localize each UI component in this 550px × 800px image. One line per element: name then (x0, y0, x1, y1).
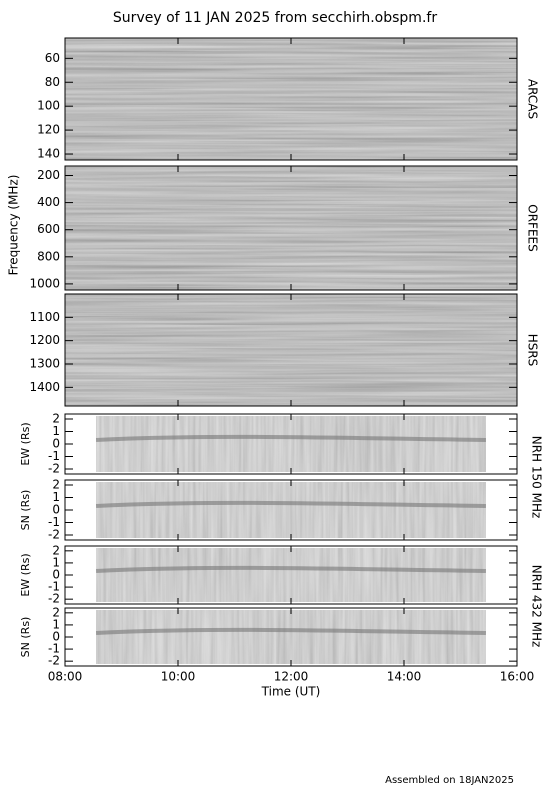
y-tick-label: -2 (48, 654, 60, 668)
y-tick-label: 80 (45, 75, 60, 89)
image-texture (96, 548, 486, 602)
y-tick-label: 140 (37, 147, 60, 161)
y-tick-label: 1 (52, 555, 60, 569)
y-tick-label: 800 (37, 249, 60, 263)
source-trace (95, 565, 486, 573)
source-trace (95, 434, 486, 442)
panel-label: ORFEES (526, 204, 540, 251)
x-tick-label: 10:00 (161, 670, 196, 684)
y-tick-label: 0 (52, 503, 60, 517)
y-tick-label: 1 (52, 617, 60, 631)
x-tick-label: 12:00 (274, 670, 309, 684)
y-tick-label: 200 (37, 168, 60, 182)
image-texture (96, 610, 486, 664)
x-tick-label: 16:00 (500, 670, 535, 684)
y-tick-label: 1000 (29, 276, 60, 290)
y-label: EW (Rs) (19, 422, 32, 465)
x-label: Time (UT) (261, 685, 321, 699)
title: Survey of 11 JAN 2025 from secchirh.obsp… (113, 10, 437, 26)
y-tick-label: 1400 (29, 380, 60, 394)
y-tick-label: 1 (52, 424, 60, 438)
y-tick-label: 0 (52, 437, 60, 451)
footer: Assembled on 18JAN2025 (385, 775, 514, 786)
source-trace (95, 627, 486, 635)
y-tick-label: -1 (48, 580, 60, 594)
image-texture (96, 416, 486, 472)
y-tick-label: 1 (52, 490, 60, 504)
y-tick-label: -2 (48, 528, 60, 542)
y-label: EW (Rs) (19, 553, 32, 596)
y-tick-label: 1300 (29, 357, 60, 371)
y-tick-label: -1 (48, 449, 60, 463)
x-tick-label: 14:00 (387, 670, 422, 684)
source-trace (95, 500, 486, 508)
y-tick-label: 60 (45, 51, 60, 65)
receiver-label: NRH 432 MHz (530, 565, 544, 648)
y-tick-label: 2 (52, 605, 60, 619)
frequency-label: Frequency (MHz) (7, 175, 21, 276)
spectrogram-texture (65, 38, 517, 160)
x-tick-label: 08:00 (48, 670, 83, 684)
y-tick-label: 2 (52, 478, 60, 492)
receiver-label: NRH 150 MHz (530, 436, 544, 519)
y-tick-label: 0 (52, 568, 60, 582)
y-tick-label: 100 (37, 99, 60, 113)
y-tick-label: -1 (48, 515, 60, 529)
y-tick-label: 2 (52, 412, 60, 426)
y-tick-label: 1100 (29, 310, 60, 324)
y-label: SN (Rs) (19, 490, 32, 531)
y-tick-label: 1200 (29, 333, 60, 347)
panel-label: ARCAS (526, 79, 540, 119)
y-tick-label: 2 (52, 543, 60, 557)
y-tick-label: -1 (48, 642, 60, 656)
image-texture (96, 482, 486, 538)
y-tick-label: 600 (37, 222, 60, 236)
spectrogram-texture (65, 294, 517, 406)
spectrogram-texture (65, 166, 517, 290)
y-tick-label: 0 (52, 630, 60, 644)
y-tick-label: -2 (48, 592, 60, 606)
y-tick-label: 120 (37, 123, 60, 137)
y-label: SN (Rs) (19, 617, 32, 658)
y-tick-label: 400 (37, 195, 60, 209)
panel-label: HSRS (526, 334, 540, 367)
y-tick-label: -2 (48, 462, 60, 476)
